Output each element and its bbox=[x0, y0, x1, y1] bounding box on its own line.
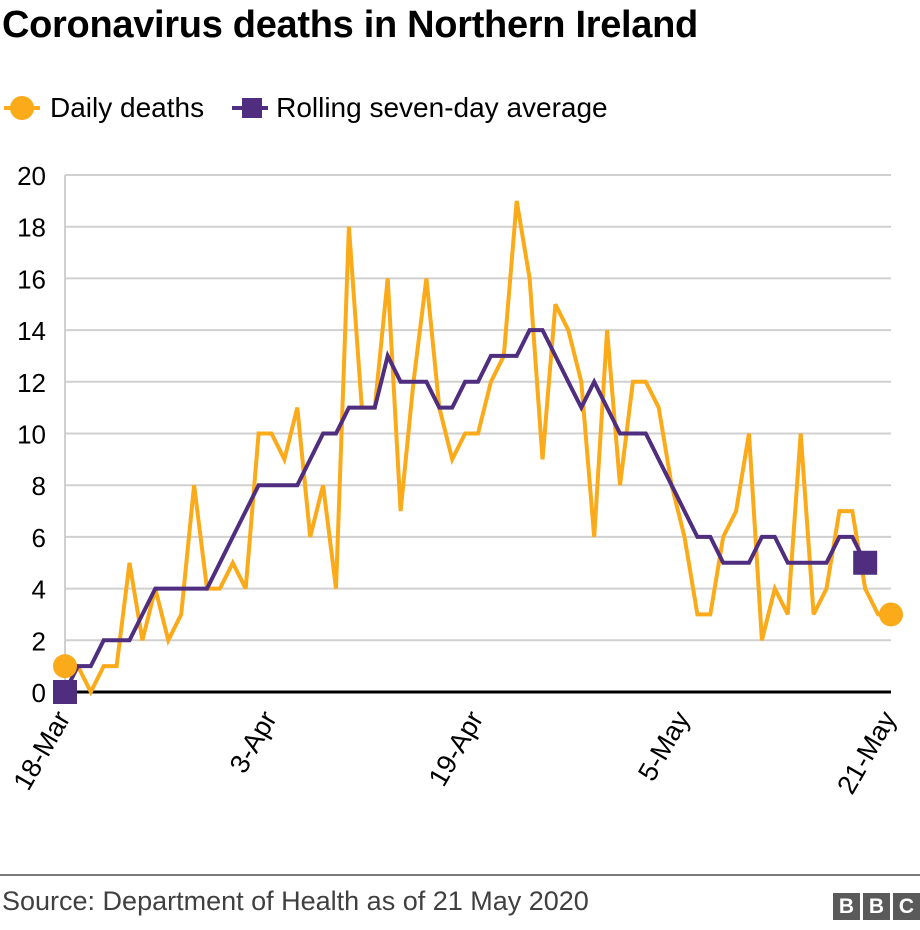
x-tick-label: 3-Apr bbox=[224, 706, 283, 778]
bbc-logo-letter: B bbox=[833, 893, 860, 920]
source-note: Source: Department of Health as of 21 Ma… bbox=[2, 886, 589, 916]
line-chart: 0 2 4 6 8 10 12 14 16 18 20 18-Mar 3-Apr 19-Apr 5-May… bbox=[7, 161, 903, 799]
x-tick-label: 18-Mar bbox=[7, 706, 76, 795]
end-markers bbox=[53, 550, 903, 704]
y-tick-label: 8 bbox=[32, 471, 46, 501]
y-tick-label: 0 bbox=[32, 678, 46, 708]
rolling-average-end-marker bbox=[53, 680, 77, 704]
daily-deaths-end-marker bbox=[879, 602, 903, 627]
bbc-logo-letter: C bbox=[893, 893, 920, 920]
x-tick-label: 21-May bbox=[831, 706, 902, 799]
series-lines bbox=[63, 200, 891, 697]
y-tick-label: 18 bbox=[17, 213, 46, 243]
circle-line-marker-icon bbox=[0, 93, 44, 123]
rolling-average-end-marker bbox=[853, 550, 878, 575]
y-tick-label: 14 bbox=[17, 316, 46, 346]
chart-legend: Daily deaths Rolling seven-day average bbox=[0, 88, 634, 128]
legend-label-rolling-average: Rolling seven-day average bbox=[276, 92, 608, 123]
legend-item-daily-deaths: Daily deaths bbox=[0, 92, 204, 124]
legend-label-daily-deaths: Daily deaths bbox=[50, 92, 205, 123]
chart-title: Coronavirus deaths in Northern Ireland bbox=[2, 4, 698, 46]
y-axis-ticks: 0 2 4 6 8 10 12 14 16 18 20 bbox=[17, 161, 46, 708]
y-tick-label: 4 bbox=[32, 575, 46, 605]
footer-divider bbox=[0, 874, 920, 876]
daily-deaths-end-marker bbox=[53, 654, 77, 679]
y-tick-label: 12 bbox=[17, 368, 46, 398]
y-tick-label: 16 bbox=[17, 264, 46, 294]
series-line-daily-deaths bbox=[65, 200, 891, 697]
y-tick-label: 6 bbox=[32, 523, 46, 553]
bbc-logo: B B C bbox=[830, 893, 920, 920]
bbc-logo-letter: B bbox=[863, 893, 890, 920]
y-tick-label: 20 bbox=[17, 161, 46, 191]
x-tick-label: 19-Apr bbox=[423, 706, 490, 791]
x-tick-label: 5-May bbox=[632, 706, 696, 786]
y-tick-label: 10 bbox=[17, 420, 46, 450]
y-tick-label: 2 bbox=[32, 626, 46, 656]
series-line-rolling-average bbox=[63, 328, 867, 693]
legend-item-rolling-average: Rolling seven-day average bbox=[230, 92, 608, 124]
x-axis-ticks: 18-Mar 3-Apr 19-Apr 5-May 21-May bbox=[7, 706, 902, 799]
square-line-marker-icon bbox=[230, 93, 270, 123]
